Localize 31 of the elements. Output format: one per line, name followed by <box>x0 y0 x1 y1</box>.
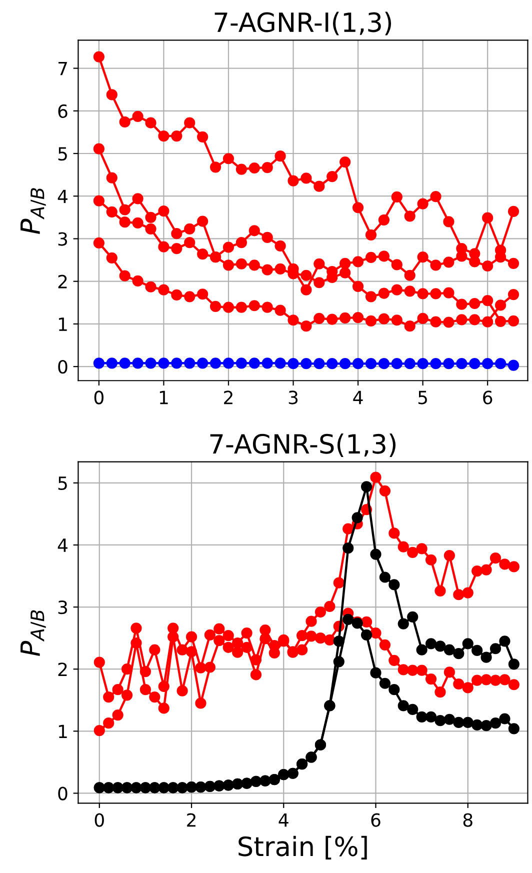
x-tick-label: 8 <box>463 813 472 827</box>
y-axis-title: P$_{A/B}$ <box>20 188 46 234</box>
chart-title: 7-AGNR-I(1,3) <box>214 12 392 36</box>
y-tick-label: 4 <box>58 538 68 552</box>
y-tick-label: 1 <box>58 318 67 331</box>
x-tick-label: 6 <box>371 813 380 827</box>
x-axis-title: Strain [%] <box>238 836 367 860</box>
y-tick-label: 1 <box>58 724 67 738</box>
x-tick-label: 5 <box>418 390 427 404</box>
y-tick-label: 6 <box>58 104 68 118</box>
y-tick-label: 2 <box>58 274 67 288</box>
y-tick-label: 5 <box>58 476 67 490</box>
y-tick-label: 7 <box>58 62 67 76</box>
x-tick-label: 1 <box>160 390 168 404</box>
x-tick-label: 6 <box>483 390 492 404</box>
x-tick-label: 0 <box>94 813 104 827</box>
y-tick-label: 0 <box>58 786 68 800</box>
y-tick-label: 3 <box>58 600 68 614</box>
y-tick-label: 3 <box>58 232 68 246</box>
y-tick-label: 2 <box>58 662 67 676</box>
y-tick-label: 5 <box>58 147 67 161</box>
chart-title: 7-AGNR-S(1,3) <box>210 433 396 457</box>
x-tick-label: 0 <box>94 390 104 404</box>
x-tick-label: 2 <box>224 390 232 404</box>
x-tick-label: 2 <box>187 813 196 827</box>
x-tick-label: 4 <box>353 390 363 404</box>
y-tick-label: 0 <box>58 360 68 374</box>
y-axis-title: P$_{A/B}$ <box>20 610 46 656</box>
x-tick-label: 4 <box>278 813 288 827</box>
x-tick-label: 3 <box>288 390 298 404</box>
y-tick-label: 4 <box>58 190 68 203</box>
